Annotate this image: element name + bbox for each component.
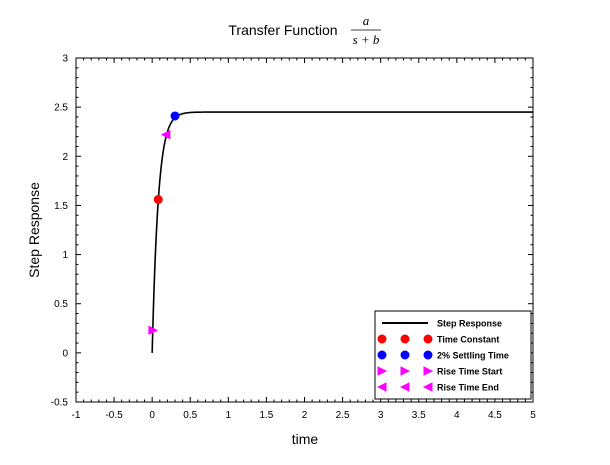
legend-swatch-rise-time-start-1 (400, 366, 411, 376)
legend-label-rise-time-end: Rise Time End (437, 383, 499, 393)
x-tick-label: 3 (378, 410, 384, 421)
step-response-line (151, 111, 533, 353)
x-tick-label: 3.5 (412, 410, 426, 421)
x-tick-label: -0.5 (105, 410, 123, 421)
y-tick-label: 3 (62, 54, 68, 65)
formula-numerator: a (363, 13, 370, 28)
legend-swatch-rise-time-end-0 (376, 382, 387, 392)
legend-swatch-rise-time-end-1 (399, 382, 410, 392)
axis-ticks (75, 57, 534, 403)
legend-label-time-constant: Time Constant (437, 335, 499, 345)
title-formula: a s + b (351, 13, 381, 47)
x-tick-label: 5 (530, 410, 536, 421)
legend-label-rise-time-start: Rise Time Start (437, 367, 502, 377)
x-tick-label: 4 (454, 410, 460, 421)
x-tick-label: 0 (149, 410, 155, 421)
chart-title: Transfer Function (228, 22, 337, 38)
y-tick-label: -0.5 (51, 398, 69, 409)
x-tick-label: 1 (226, 410, 232, 421)
legend-swatch-rise-time-start-0 (377, 366, 388, 376)
y-tick-label: 2.5 (54, 103, 68, 114)
legend-swatch-rise-time-start-2 (423, 366, 434, 376)
y-tick-label: 0.5 (54, 299, 68, 310)
marker-rise-time-end-0 (160, 129, 171, 140)
x-tick-label: -1 (72, 410, 81, 421)
legend: Step Response Time Constant 2% Settling Ti… (374, 310, 532, 400)
x-tick-label: 2 (302, 410, 308, 421)
marker-layer (148, 111, 180, 336)
x-tick-label: 4.5 (488, 410, 502, 421)
legend-swatch-2-settling-time-0 (377, 350, 387, 360)
x-axis-label: time (292, 431, 319, 447)
y-axis-label: Step Response (26, 182, 42, 278)
legend-swatch-2-settling-time-2 (423, 350, 433, 360)
x-tick-label: 2.5 (336, 410, 350, 421)
legend-swatch-rise-time-end-2 (422, 382, 433, 392)
legend-swatch-time-constant-0 (377, 334, 387, 344)
marker-time-constant-0 (153, 195, 163, 205)
legend-swatch-time-constant-1 (400, 334, 410, 344)
y-tick-label: 2 (62, 152, 68, 163)
marker-2-settling-time-0 (170, 111, 180, 121)
y-tick-label: 0 (62, 348, 68, 359)
legend-swatch-time-constant-2 (423, 334, 433, 344)
y-tick-label: 1.5 (54, 201, 68, 212)
legend-label-step-response: Step Response (437, 319, 502, 329)
x-tick-label: 1.5 (259, 410, 273, 421)
curve-layer (151, 111, 533, 353)
axis-tick-labels: -1 -0.5 0 0.5 1 1.5 2 2.5 3 3.5 4 4.5 5-0.500.511.52… (51, 54, 536, 422)
legend-label-2-settling-time: 2% Settling Time (437, 351, 509, 361)
legend-items: Step Response Time Constant 2% Settling Ti… (376, 319, 509, 393)
formula-denominator: s + b (353, 32, 380, 47)
legend-swatch-2-settling-time-1 (400, 350, 410, 360)
x-tick-label: 0.5 (183, 410, 197, 421)
marker-rise-time-start-0 (148, 325, 159, 336)
y-tick-label: 1 (62, 250, 68, 261)
